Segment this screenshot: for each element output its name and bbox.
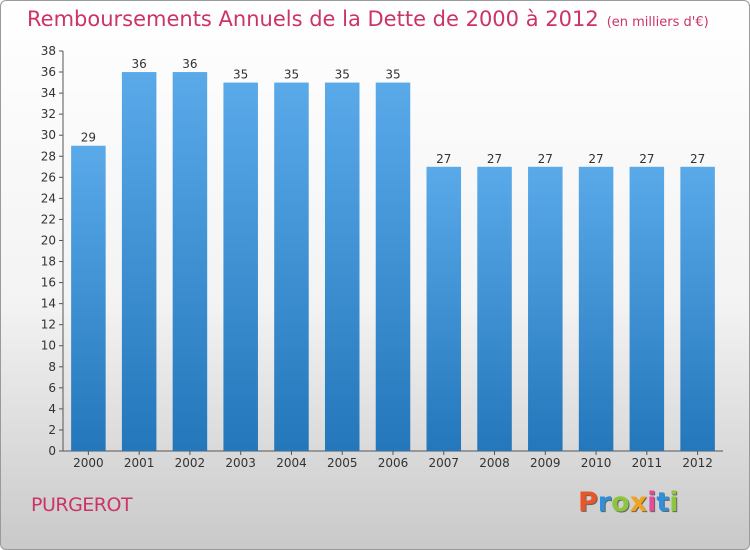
- x-tick-label-2010: 2010: [581, 456, 612, 470]
- y-tick-label: 34: [41, 86, 56, 100]
- data-label-2008: 27: [487, 152, 502, 166]
- y-tick-label: 26: [41, 170, 56, 184]
- y-tick-label: 14: [41, 297, 56, 311]
- logo-letter: i: [669, 487, 679, 518]
- proxiti-logo: Proxiti: [578, 487, 679, 518]
- chart-unit-label: (en milliers d'€): [606, 15, 709, 30]
- bar-2001: [121, 72, 157, 451]
- data-label-2007: 27: [436, 152, 451, 166]
- data-label-2005: 35: [335, 68, 350, 82]
- data-label-2006: 35: [385, 68, 400, 82]
- chart-title-text: Remboursements Annuels de la Dette de 20…: [27, 7, 599, 31]
- bar-2003: [223, 82, 258, 451]
- y-tick-label: 20: [41, 233, 56, 247]
- y-tick-label: 16: [41, 276, 56, 290]
- logo-letter: r: [597, 487, 612, 518]
- y-tick-label: 38: [41, 44, 56, 58]
- bar-2004: [274, 82, 309, 451]
- y-tick-label: 10: [41, 339, 56, 353]
- y-tick-label: 0: [48, 444, 56, 458]
- y-tick-label: 24: [41, 191, 56, 205]
- data-label-2002: 36: [182, 57, 197, 71]
- data-label-2012: 27: [690, 152, 705, 166]
- logo-letter: P: [578, 487, 598, 518]
- x-tick-label-2001: 2001: [124, 456, 155, 470]
- bar-2010: [578, 166, 614, 451]
- x-tick-label-2012: 2012: [682, 456, 713, 470]
- bar-2012: [680, 166, 715, 451]
- bar-2007: [426, 166, 462, 451]
- data-label-2004: 35: [284, 68, 299, 82]
- data-label-2000: 29: [81, 131, 96, 145]
- data-label-2010: 27: [588, 152, 603, 166]
- y-tick-label: 2: [48, 423, 56, 437]
- logo-letter: i: [647, 487, 657, 518]
- bar-2002: [172, 72, 208, 451]
- x-tick-label-2011: 2011: [632, 456, 663, 470]
- x-tick-label-2006: 2006: [378, 456, 409, 470]
- y-tick-label: 18: [41, 255, 56, 269]
- bar-2006: [375, 82, 411, 451]
- data-labels: 29 36 36 35 35 35 35 27 27 27 27 27 27: [81, 57, 706, 166]
- y-tick-label: 12: [41, 318, 56, 332]
- chart-title: Remboursements Annuels de la Dette de 20…: [27, 7, 709, 31]
- data-label-2009: 27: [538, 152, 553, 166]
- bar-2011: [629, 166, 665, 451]
- logo-letter: t: [656, 487, 670, 518]
- logo-letter: o: [611, 487, 630, 518]
- x-tick-label-2000: 2000: [73, 456, 104, 470]
- y-tick-label: 28: [41, 149, 56, 163]
- data-label-2003: 35: [233, 68, 248, 82]
- bars: [71, 72, 715, 451]
- y-tick-label: 36: [41, 65, 56, 79]
- x-tick-label-2005: 2005: [327, 456, 358, 470]
- x-tick-label-2004: 2004: [276, 456, 307, 470]
- bar-2009: [528, 166, 563, 451]
- bar-2008: [477, 166, 512, 451]
- x-tick-label-2008: 2008: [479, 456, 510, 470]
- y-tick-label: 6: [48, 381, 56, 395]
- y-tick-label: 32: [41, 107, 56, 121]
- x-tick-label-2002: 2002: [175, 456, 206, 470]
- bar-2000: [71, 145, 106, 451]
- x-axis: 2000 2001 2002 2003 2004 2005 2006 2007 2008 2009…: [63, 450, 723, 470]
- x-tick-label-2003: 2003: [225, 456, 256, 470]
- data-label-2011: 27: [639, 152, 654, 166]
- y-tick-label: 30: [41, 128, 56, 142]
- x-tick-label-2007: 2007: [428, 456, 459, 470]
- bar-2005: [324, 82, 360, 451]
- logo-letter: x: [629, 487, 648, 518]
- y-tick-label: 22: [41, 212, 56, 226]
- town-name: PURGEROT: [31, 494, 133, 516]
- x-tick-label-2009: 2009: [530, 456, 561, 470]
- y-tick-label: 4: [48, 402, 56, 416]
- y-tick-label: 8: [48, 360, 56, 374]
- data-label-2001: 36: [132, 57, 147, 71]
